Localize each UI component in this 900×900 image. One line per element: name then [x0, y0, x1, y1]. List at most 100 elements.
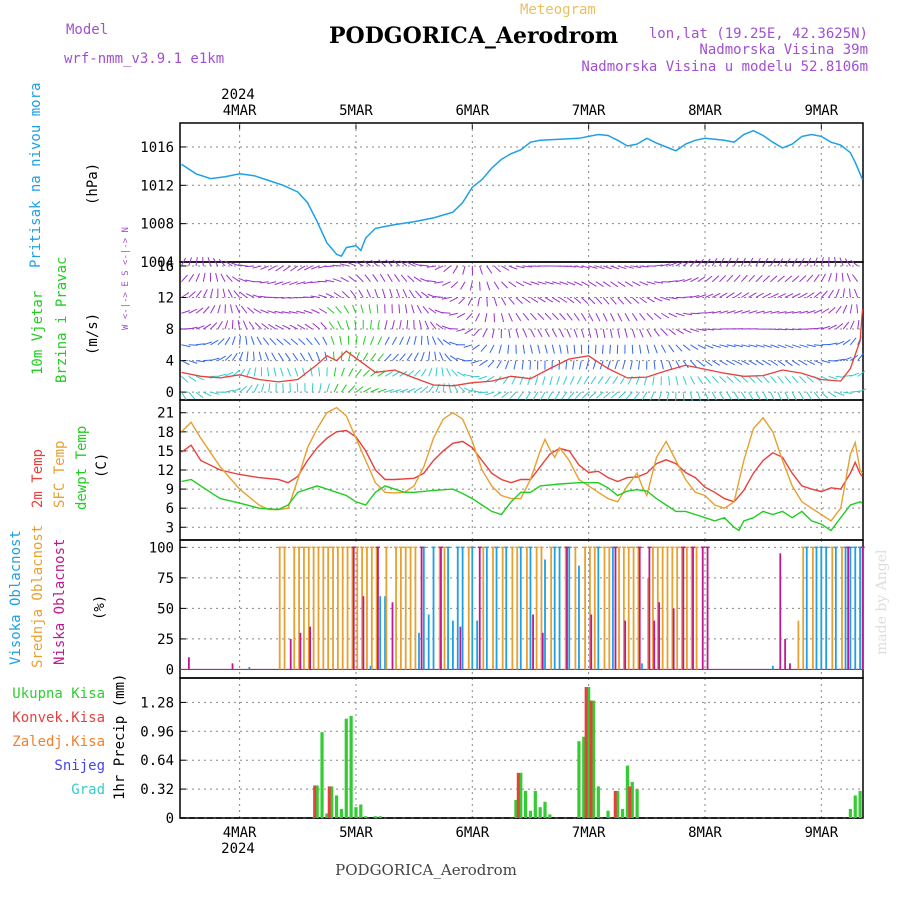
temp-ytick-label: 3 — [166, 520, 174, 536]
wind-barb — [508, 313, 513, 322]
wind-barb — [689, 376, 696, 385]
wind-barb — [267, 265, 277, 271]
wind-barb — [256, 336, 262, 346]
cloud-ytick-label: 75 — [157, 571, 174, 587]
wind-barb — [592, 360, 597, 370]
model-elevation-text: Nadmorska Visina u modelu 52.8106m — [581, 59, 868, 75]
wind-barb — [576, 376, 582, 385]
wind-barb — [501, 391, 509, 399]
wind-barb — [726, 375, 734, 383]
precip-legend: Ukupna Kisa Konvek.Kisa Zaledj.Kisa Snijeg G… — [12, 686, 105, 798]
wind-barb — [188, 326, 198, 330]
wind-barb — [322, 336, 328, 346]
wind-barb — [580, 312, 587, 322]
wind-barb — [532, 391, 539, 401]
wind-barb — [210, 322, 218, 330]
wind-barb — [777, 293, 787, 298]
wind-barb — [439, 352, 444, 361]
wind-barb — [181, 375, 189, 383]
precip-total-bar — [325, 813, 329, 818]
wind-barb — [537, 328, 543, 338]
wind-barb — [458, 385, 466, 393]
cloud-ytick-label: 100 — [149, 540, 174, 556]
wind-barb — [370, 336, 375, 345]
cloud-label-2: Srednja Oblacnost — [30, 525, 46, 668]
wind-barb — [413, 352, 419, 361]
wind-barb — [784, 258, 791, 267]
wind-barb — [559, 344, 562, 354]
wind-barb — [328, 321, 335, 330]
wind-barb — [762, 376, 770, 384]
wind-barb — [849, 288, 851, 298]
wind-barb — [610, 391, 619, 399]
wind-barb — [424, 320, 430, 330]
wind-barb — [202, 306, 210, 314]
wind-barb — [360, 304, 364, 314]
wind-barb — [297, 265, 306, 272]
wind-barb — [551, 344, 555, 354]
precip-total-bar — [577, 741, 581, 818]
wind-barb — [777, 275, 785, 283]
wind-barb — [846, 273, 851, 282]
wind-barb — [426, 335, 430, 345]
wind-barb — [853, 288, 859, 298]
wind-barb — [238, 277, 248, 283]
wind-barb — [268, 383, 271, 393]
wind-barb — [712, 344, 721, 348]
wind-label-1: 10m Vjetar — [30, 291, 46, 375]
wind-barb — [566, 265, 576, 268]
wind-barb — [704, 311, 714, 314]
wind-barb — [354, 320, 357, 330]
wind-barb — [509, 391, 517, 400]
wind-barb — [544, 297, 554, 303]
wind-barb — [318, 308, 328, 314]
wind-barb — [806, 391, 813, 400]
wind-barb — [464, 328, 473, 335]
wind-barb — [588, 265, 598, 269]
wind-barb — [646, 297, 655, 303]
wind-barb — [697, 376, 704, 385]
wind-barb — [355, 368, 362, 377]
wind-barb — [806, 274, 814, 283]
precip-legend-item: Snijeg — [54, 758, 105, 774]
wind-barb — [581, 391, 589, 399]
wind-barb — [463, 373, 473, 377]
wind-barb — [217, 373, 227, 377]
wind-barb — [416, 304, 422, 314]
wind-barb — [235, 304, 241, 314]
wind-barb — [239, 291, 248, 298]
wind-barb — [690, 259, 698, 267]
wind-barb — [547, 391, 553, 401]
wind-barb — [704, 275, 713, 283]
wind-barb — [411, 304, 415, 314]
wind-barb — [682, 260, 691, 267]
wind-barb — [544, 281, 554, 285]
wind-barb — [248, 321, 255, 330]
wind-barb — [658, 391, 662, 401]
credit-text: made by Angel — [874, 549, 890, 655]
wind-barb — [595, 297, 603, 305]
wind-barb — [261, 323, 270, 330]
wind-barb — [558, 360, 561, 370]
precip-convective-bar — [327, 786, 331, 818]
wind-barb — [799, 292, 808, 298]
wind-barb — [726, 391, 733, 400]
wind-barb — [508, 328, 511, 338]
wind-barb — [462, 265, 466, 275]
wind-barb — [292, 352, 299, 361]
wind-barb — [470, 389, 480, 393]
wind-barb — [523, 265, 533, 268]
date-label-bottom: 5MAR — [339, 825, 373, 841]
wind-barb — [777, 376, 784, 384]
wind-barb — [508, 281, 517, 288]
wind-barb — [689, 392, 693, 402]
wind-barb — [726, 360, 735, 366]
wind-barb — [828, 306, 836, 314]
wind-barb — [632, 265, 642, 269]
wind-barb — [590, 376, 597, 385]
elevation-text: Nadmorska Visina 39m — [699, 42, 868, 58]
wind-barb — [697, 276, 706, 283]
precip-total-bar — [548, 814, 552, 818]
wind-barb — [666, 392, 670, 402]
pressure-line — [181, 129, 864, 258]
